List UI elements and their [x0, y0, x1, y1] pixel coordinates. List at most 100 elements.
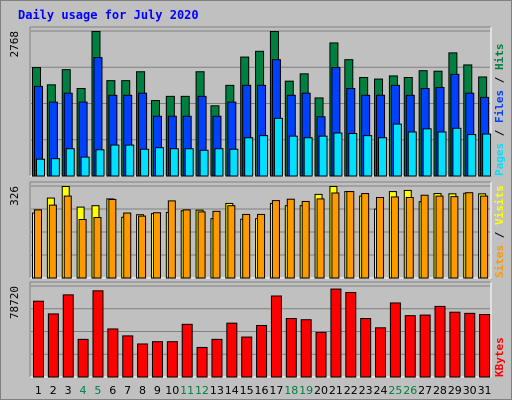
bar-pages-day-11	[184, 148, 194, 177]
bar-kbytes-day-18	[285, 318, 297, 378]
bar-sites-day-27	[420, 194, 429, 279]
panel-kbytes: 78720 KBytes	[8, 281, 506, 378]
bar-pages-day-22	[348, 133, 358, 177]
bar-sites-day-15	[242, 213, 251, 279]
bar-kbytes-day-31	[479, 313, 491, 378]
x-tick-day-22: 22	[344, 384, 358, 397]
bar-sites-day-12	[197, 211, 206, 279]
bar-pages-day-21	[333, 132, 343, 177]
bar-kbytes-day-21	[330, 288, 342, 378]
bar-sites-day-14	[227, 205, 236, 279]
legend-visits: Visits	[493, 185, 506, 225]
legend-separator: /	[493, 70, 506, 90]
bar-kbytes-day-24	[375, 327, 387, 378]
x-tick-day-20: 20	[314, 384, 328, 397]
panel-visits-sites: 326 Sites / Visits	[8, 181, 506, 279]
x-tick-day-11: 11	[180, 384, 194, 397]
bar-kbytes-day-27	[419, 314, 431, 378]
bar-sites-day-8	[138, 215, 147, 279]
x-tick-day-19: 19	[299, 384, 313, 397]
x-tick-day-8: 8	[139, 384, 146, 397]
bar-sites-day-31	[480, 195, 489, 279]
x-tick-day-21: 21	[329, 384, 343, 397]
x-tick-day-5: 5	[94, 384, 101, 397]
bar-pages-day-13	[214, 148, 224, 177]
bar-kbytes-day-22	[345, 292, 357, 378]
x-tick-day-10: 10	[165, 384, 179, 397]
bar-sites-day-19	[301, 200, 310, 279]
x-tick-day-13: 13	[210, 384, 224, 397]
bar-pages-day-10	[169, 148, 179, 177]
bar-kbytes-day-11	[181, 323, 193, 378]
y-max-label: 2768	[8, 31, 21, 58]
bar-pages-day-20	[318, 135, 328, 177]
bar-pages-day-7	[125, 144, 135, 177]
x-tick-day-3: 3	[65, 384, 72, 397]
bar-pages-day-9	[154, 147, 164, 177]
bar-pages-day-25	[392, 123, 402, 177]
bar-pages-day-5	[95, 149, 105, 177]
x-tick-day-25: 25	[388, 384, 402, 397]
bar-sites-day-28	[435, 195, 444, 279]
legend-separator: /	[493, 123, 506, 143]
bar-sites-day-2	[48, 204, 57, 279]
x-tick-day-14: 14	[225, 384, 239, 397]
bar-pages-day-4	[80, 156, 90, 177]
bar-sites-day-30	[465, 192, 474, 279]
y-max-label: 78720	[8, 286, 21, 319]
bar-sites-day-17	[271, 200, 280, 279]
bar-pages-day-15	[244, 137, 254, 177]
bar-kbytes-day-8	[137, 343, 149, 378]
y-max-label: 326	[8, 186, 21, 206]
bar-kbytes-day-13	[211, 338, 223, 378]
x-tick-day-28: 28	[433, 384, 447, 397]
bar-sites-day-16	[257, 213, 266, 279]
x-tick-day-9: 9	[154, 384, 161, 397]
bar-sites-day-3	[63, 195, 72, 279]
bar-pages-day-29	[452, 127, 462, 177]
bar-kbytes-day-3	[62, 294, 74, 378]
legend-files: Files	[493, 90, 506, 123]
bar-pages-day-8	[140, 148, 150, 177]
legend-hits: Hits	[493, 44, 506, 71]
side-legend: KBytes	[493, 337, 506, 377]
bar-sites-day-7	[123, 212, 132, 279]
bar-kbytes-day-12	[196, 346, 208, 378]
bar-pages-day-24	[378, 137, 388, 177]
legend-kbytes: KBytes	[493, 337, 506, 377]
bar-kbytes-day-1	[33, 300, 44, 378]
bar-sites-day-20	[316, 198, 325, 279]
bar-sites-day-29	[450, 196, 459, 279]
bar-kbytes-day-26	[404, 315, 416, 378]
bar-sites-day-5	[93, 217, 102, 279]
bar-pages-day-17	[273, 117, 283, 177]
x-tick-day-26: 26	[403, 384, 417, 397]
bar-sites-day-25	[390, 196, 399, 279]
legend-separator: /	[493, 225, 506, 245]
bar-kbytes-day-20	[315, 331, 327, 378]
bar-sites-day-6	[108, 198, 117, 279]
bar-pages-day-26	[407, 131, 417, 177]
bar-kbytes-day-4	[77, 338, 89, 378]
bar-pages-day-27	[422, 128, 432, 177]
panel-hits-files-pages: 2768 Pages / Files / Hits	[8, 26, 506, 177]
bar-pages-day-1	[36, 158, 45, 177]
bar-kbytes-day-9	[151, 341, 163, 378]
x-tick-day-2: 2	[50, 384, 57, 397]
x-tick-day-29: 29	[448, 384, 462, 397]
bar-kbytes-day-17	[270, 295, 282, 378]
x-tick-day-27: 27	[418, 384, 432, 397]
x-tick-day-31: 31	[478, 384, 492, 397]
x-tick-day-6: 6	[109, 384, 116, 397]
bar-sites-day-18	[286, 198, 295, 279]
bar-pages-day-3	[65, 148, 75, 177]
x-tick-day-30: 30	[463, 384, 477, 397]
bar-kbytes-day-29	[449, 311, 461, 378]
side-legend: Sites / Visits	[493, 185, 506, 278]
bar-sites-day-23	[361, 193, 370, 279]
bar-sites-day-22	[346, 191, 355, 279]
bar-kbytes-day-15	[241, 336, 253, 378]
bar-pages-day-14	[229, 148, 239, 177]
